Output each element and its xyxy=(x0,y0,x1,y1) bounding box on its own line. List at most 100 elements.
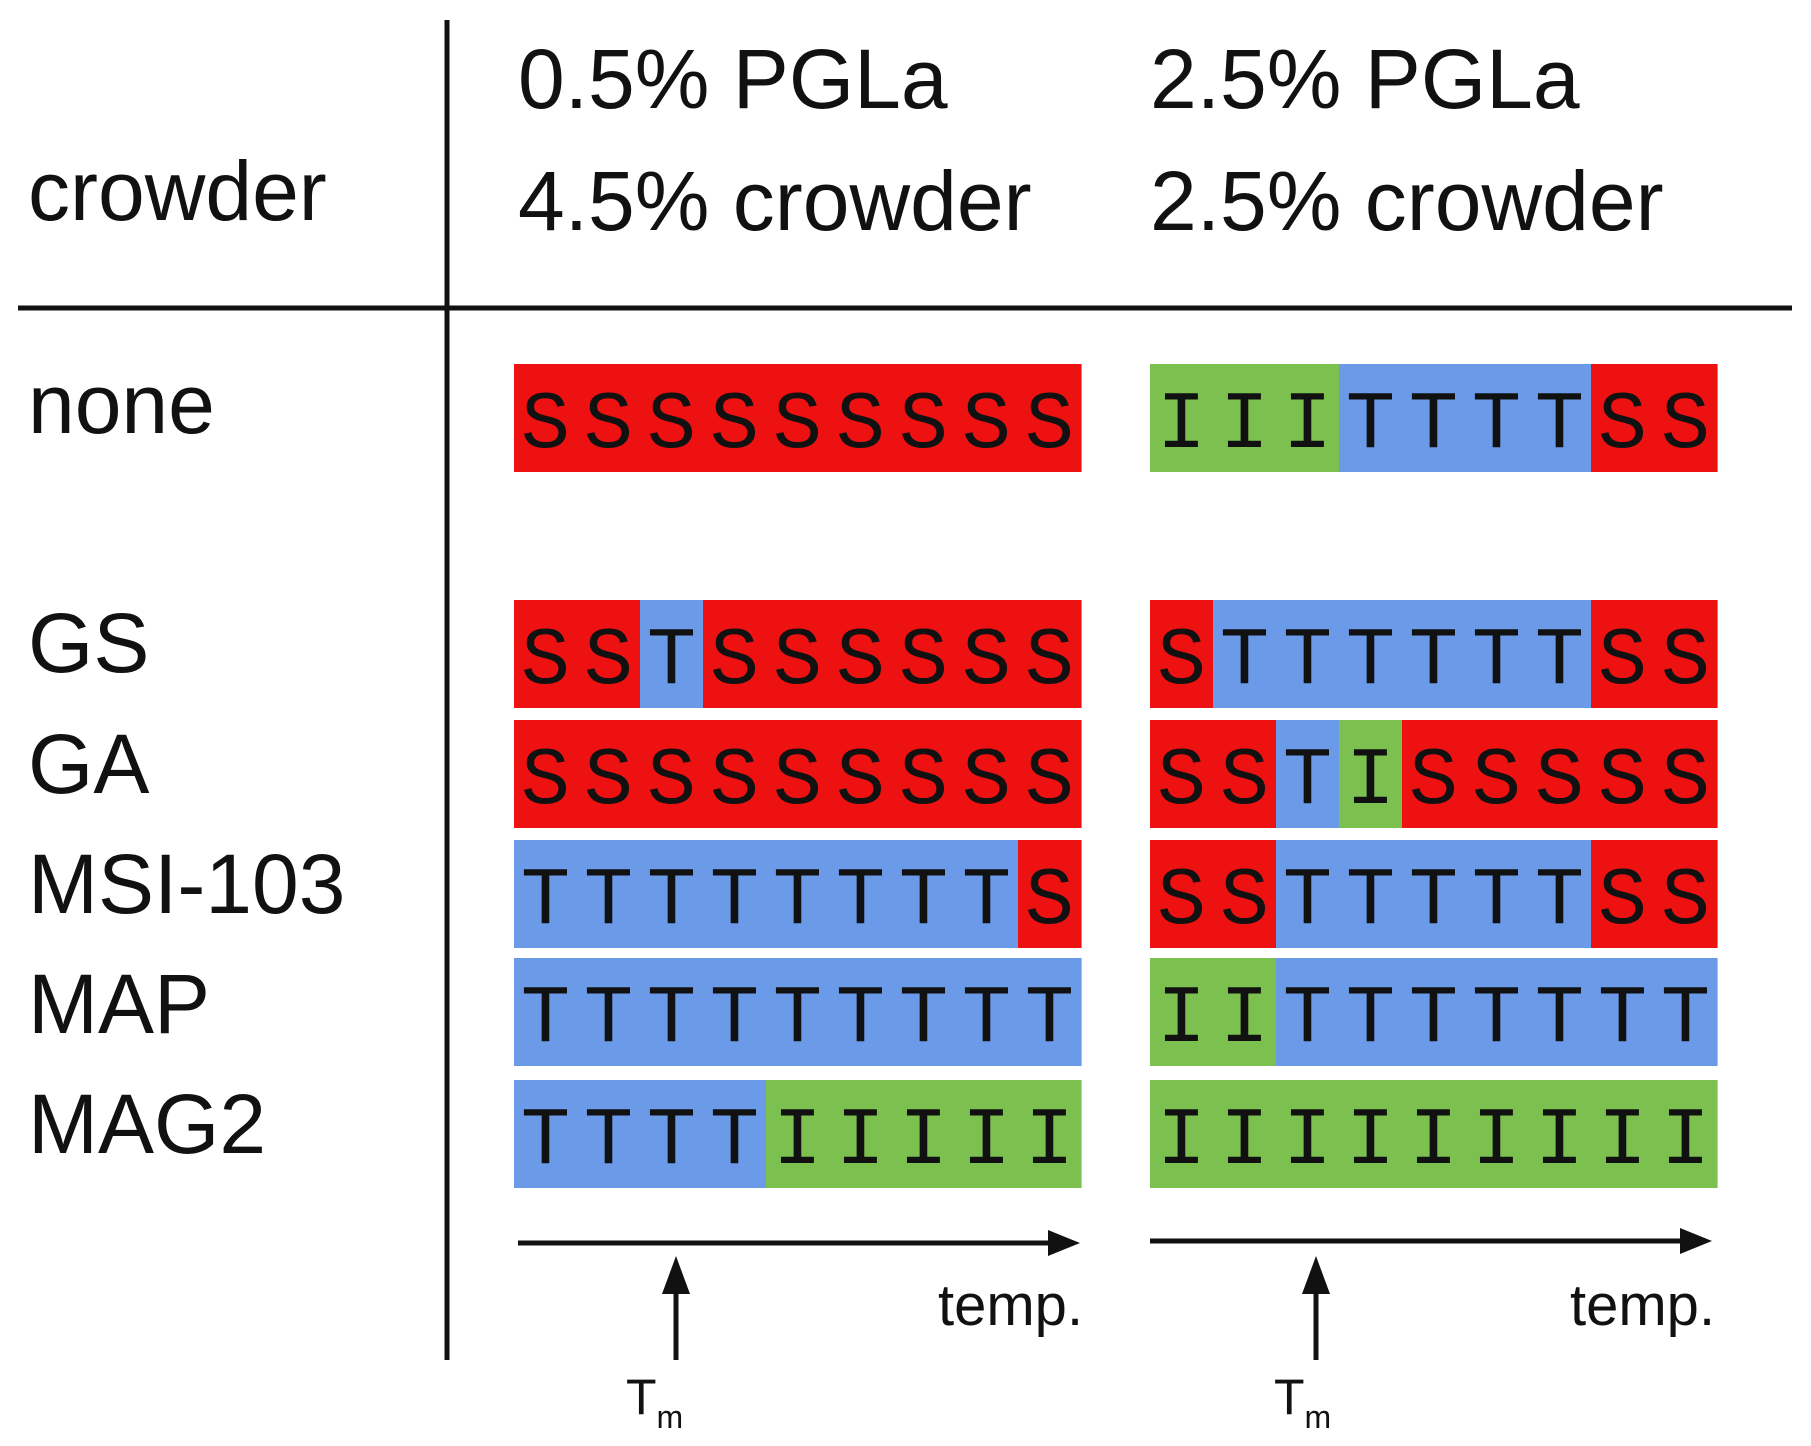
state-cell-letter: S xyxy=(962,379,1011,472)
state-cell-i xyxy=(1018,1080,1082,1188)
state-cell-letter: S xyxy=(1025,735,1074,828)
state-cell-t xyxy=(829,958,893,1066)
state-cell-t xyxy=(640,840,704,948)
state-cell-s xyxy=(1150,720,1214,828)
state-cell-letter: S xyxy=(584,615,633,708)
state-cell-t xyxy=(577,840,641,948)
state-cell-letter: T xyxy=(1535,973,1584,1066)
melting-point-label: Tm xyxy=(1274,1369,1331,1435)
state-cell-s xyxy=(577,600,641,708)
arrow-up-icon xyxy=(662,1256,690,1294)
state-cell-s xyxy=(703,364,767,472)
state-cell-letter: I xyxy=(1661,1095,1710,1188)
row-label-ga: GA xyxy=(28,717,149,811)
state-cell-letter: T xyxy=(773,855,822,948)
state-cell-letter: I xyxy=(1472,1095,1521,1188)
state-cell-s xyxy=(955,600,1019,708)
state-cell-t xyxy=(1339,364,1403,472)
state-cell-s xyxy=(1465,720,1529,828)
state-cell-t xyxy=(514,840,578,948)
state-cell-letter: T xyxy=(1409,379,1458,472)
state-cell-t xyxy=(1465,364,1529,472)
state-cell-t xyxy=(1276,958,1340,1066)
state-cell-t xyxy=(1528,840,1592,948)
state-cell-i xyxy=(766,1080,830,1188)
state-cell-letter: S xyxy=(1025,615,1074,708)
state-cell-letter: S xyxy=(1535,735,1584,828)
state-cell-letter: I xyxy=(899,1095,948,1188)
state-cell-s xyxy=(766,720,830,828)
state-cell-i xyxy=(1591,1080,1655,1188)
state-cell-t xyxy=(1591,958,1655,1066)
state-cell-s xyxy=(892,720,956,828)
state-cell-letter: T xyxy=(647,615,696,708)
state-cell-letter: T xyxy=(710,973,759,1066)
state-cell-i xyxy=(1213,1080,1277,1188)
state-cell-letter: S xyxy=(899,615,948,708)
state-cell-letter: T xyxy=(899,973,948,1066)
state-cell-letter: T xyxy=(1472,615,1521,708)
state-cell-letter: T xyxy=(1346,973,1395,1066)
state-cell-i xyxy=(1465,1080,1529,1188)
state-cell-letter: T xyxy=(710,1095,759,1188)
state-cell-letter: T xyxy=(584,973,633,1066)
column-header-left-line1: 0.5% PGLa xyxy=(518,32,948,126)
arrow-right-icon xyxy=(1680,1228,1712,1254)
state-cell-s xyxy=(577,720,641,828)
state-cell-s xyxy=(1213,840,1277,948)
state-cell-letter: T xyxy=(647,973,696,1066)
state-cell-letter: S xyxy=(899,735,948,828)
state-cell-letter: S xyxy=(773,615,822,708)
state-cell-letter: I xyxy=(1598,1095,1647,1188)
state-cell-letter: I xyxy=(1409,1095,1458,1188)
state-cell-s xyxy=(640,364,704,472)
state-cell-letter: T xyxy=(1535,615,1584,708)
state-cell-letter: I xyxy=(1535,1095,1584,1188)
arrow-up-icon xyxy=(1302,1256,1330,1294)
state-cell-letter: S xyxy=(710,379,759,472)
melting-point-subscript: m xyxy=(1305,1399,1332,1435)
state-cell-letter: T xyxy=(1409,615,1458,708)
state-cell-t xyxy=(514,958,578,1066)
state-cell-letter: S xyxy=(1661,615,1710,708)
state-cell-letter: T xyxy=(584,1095,633,1188)
state-cell-letter: S xyxy=(521,735,570,828)
state-cell-letter: S xyxy=(647,735,696,828)
state-cell-t xyxy=(1654,958,1718,1066)
row-label-map: MAP xyxy=(28,957,210,1051)
state-cell-t xyxy=(766,840,830,948)
state-cell-letter: S xyxy=(962,615,1011,708)
state-cell-letter: T xyxy=(710,855,759,948)
state-cell-letter: T xyxy=(1535,855,1584,948)
melting-point-symbol: T xyxy=(626,1369,657,1425)
state-cell-letter: I xyxy=(1346,1095,1395,1188)
state-cell-letter: T xyxy=(1346,615,1395,708)
state-cell-letter: T xyxy=(1598,973,1647,1066)
state-cell-s xyxy=(1018,364,1082,472)
state-cell-s xyxy=(1018,600,1082,708)
state-cell-letter: I xyxy=(1157,1095,1206,1188)
state-cell-letter: I xyxy=(962,1095,1011,1188)
state-cell-letter: T xyxy=(584,855,633,948)
state-cell-letter: T xyxy=(899,855,948,948)
temperature-axis-right: temp. Tm xyxy=(1150,1228,1715,1435)
state-cell-letter: S xyxy=(647,379,696,472)
state-cell-letter: S xyxy=(1025,379,1074,472)
state-cell-letter: T xyxy=(962,855,1011,948)
row-label-none: none xyxy=(28,357,215,451)
state-cell-letter: T xyxy=(521,855,570,948)
state-cell-t xyxy=(577,958,641,1066)
state-cell-t xyxy=(1018,958,1082,1066)
column-header-left-line2: 4.5% crowder xyxy=(518,154,1032,248)
row-label-msi-103: MSI-103 xyxy=(28,837,345,931)
melting-point-symbol: T xyxy=(1274,1369,1305,1425)
state-cell-t xyxy=(1213,600,1277,708)
state-cell-letter: T xyxy=(647,1095,696,1188)
state-cell-letter: S xyxy=(584,735,633,828)
state-cell-t xyxy=(892,840,956,948)
state-cell-letter: T xyxy=(1661,973,1710,1066)
